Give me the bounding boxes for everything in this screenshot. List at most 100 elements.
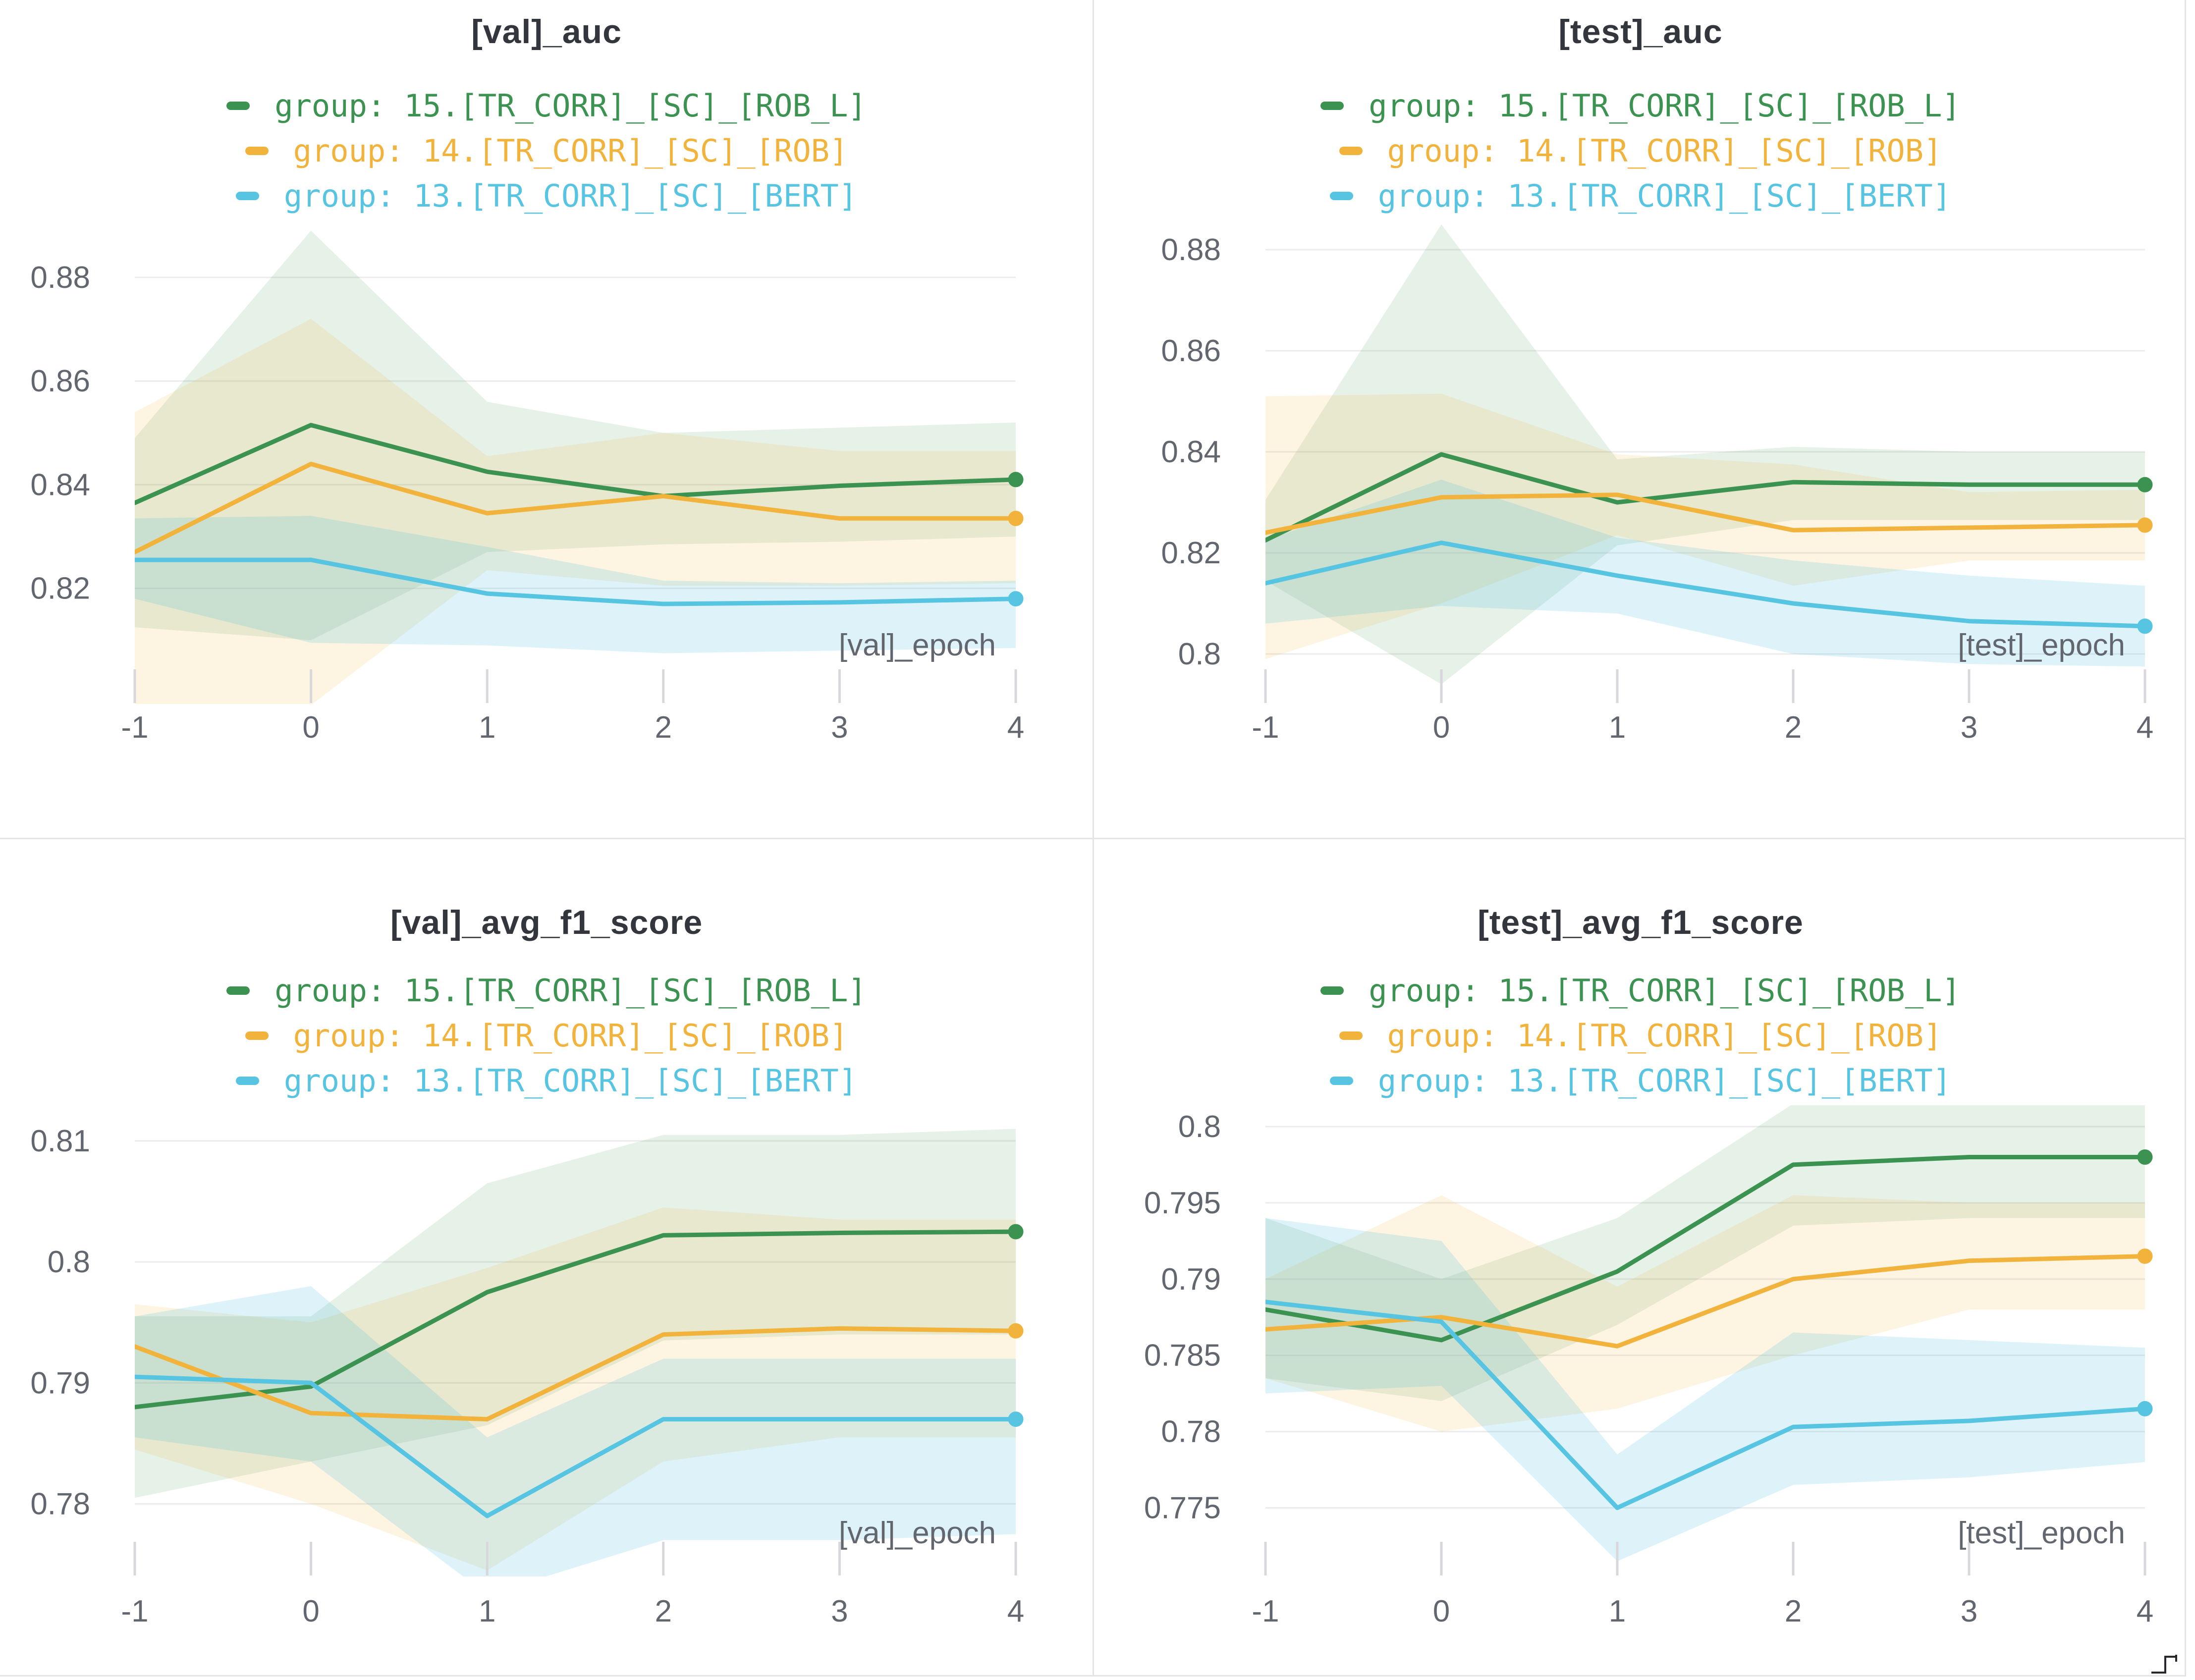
y-axis-labels: 0.88 0.86 0.84 0.82 0.8: [1161, 233, 1221, 671]
series-line-0: [135, 1229, 1016, 1409]
panel-grid-bottom-edge: [0, 1675, 2186, 1677]
svg-text:2: 2: [655, 710, 672, 745]
svg-text:3: 3: [1961, 1594, 1977, 1628]
series-endpoint-2: [1008, 591, 1024, 607]
panel-test-avg-f1-score: [test]_avg_f1_score group: 15.[TR_CORR]_…: [1094, 839, 2187, 1678]
legend-swatch-icon: [1329, 192, 1353, 200]
series-line-2: [1265, 541, 2145, 629]
confidence-bands: [1265, 224, 2145, 685]
legend-item-label: group: 15.[TR_CORR]_[SC]_[ROB_L]: [1369, 973, 1961, 1009]
svg-text:4: 4: [2137, 1594, 2153, 1628]
legend-item-label: group: 15.[TR_CORR]_[SC]_[ROB_L]: [1369, 88, 1961, 124]
series-endpoint-2: [1008, 1411, 1024, 1427]
val-avg-f1-score-plot[interactable]: 0.81 0.8 0.79 0.78 -1 0 1 2 3 4 [val]_epoch: [0, 1103, 1093, 1667]
legend-item-rob-l[interactable]: group: 15.[TR_CORR]_[SC]_[ROB_L]: [1320, 968, 1961, 1013]
series-endpoint-1: [2137, 517, 2153, 533]
series-lines: [135, 423, 1016, 606]
confidence-bands: [135, 230, 1016, 704]
series-line-0: [1265, 1155, 2145, 1343]
svg-text:3: 3: [831, 1594, 848, 1628]
svg-text:4: 4: [1007, 710, 1024, 745]
legend-item-label: group: 14.[TR_CORR]_[SC]_[ROB]: [1387, 133, 1942, 169]
svg-text:0.86: 0.86: [30, 364, 90, 398]
gridlines: [1265, 249, 2145, 655]
series-endpoint-1: [2137, 1248, 2153, 1264]
confidence-band-1: [135, 319, 1016, 704]
x-axis-title: [val]_epoch: [839, 1516, 996, 1550]
chart-title: [test]_avg_f1_score: [1478, 904, 1804, 941]
legend-item-rob[interactable]: group: 14.[TR_CORR]_[SC]_[ROB]: [245, 1013, 848, 1058]
series-line-2: [135, 557, 1016, 606]
svg-text:0.78: 0.78: [30, 1487, 90, 1521]
svg-text:1: 1: [1609, 710, 1626, 745]
legend-item-bert[interactable]: group: 13.[TR_CORR]_[SC]_[BERT]: [1329, 173, 1951, 218]
series-lines: [1265, 1155, 2145, 1510]
svg-text:0.79: 0.79: [30, 1366, 90, 1400]
x-axis-labels: -1 0 1 2 3 4: [1252, 1594, 2153, 1628]
legend-swatch-icon: [226, 102, 250, 110]
confidence-band-2: [1265, 1218, 2145, 1562]
y-axis-labels: 0.8 0.795 0.79 0.785 0.78 0.775: [1144, 1110, 1221, 1525]
confidence-band-1: [1265, 393, 2145, 659]
legend-item-rob-l[interactable]: group: 15.[TR_CORR]_[SC]_[ROB_L]: [226, 968, 867, 1013]
test-avg-f1-score-plot[interactable]: 0.8 0.795 0.79 0.785 0.78 0.775 -1 0 1 2 3 4 [test]_…: [1094, 1103, 2187, 1667]
svg-text:3: 3: [831, 710, 848, 745]
svg-text:3: 3: [1961, 710, 1977, 745]
svg-text:0.88: 0.88: [1161, 233, 1221, 267]
legend-item-bert[interactable]: group: 13.[TR_CORR]_[SC]_[BERT]: [235, 173, 857, 218]
legend-swatch-icon: [1320, 986, 1344, 995]
svg-text:0.84: 0.84: [1161, 435, 1221, 469]
svg-text:0.775: 0.775: [1144, 1491, 1221, 1525]
svg-text:0.81: 0.81: [30, 1124, 90, 1158]
svg-text:0.78: 0.78: [1161, 1415, 1221, 1449]
legend: group: 15.[TR_CORR]_[SC]_[ROB_L] group: 1…: [1094, 83, 2187, 218]
series-line-1: [1265, 492, 2145, 535]
legend-item-rob[interactable]: group: 14.[TR_CORR]_[SC]_[ROB]: [1339, 128, 1942, 173]
confidence-band-0: [135, 230, 1016, 641]
svg-text:1: 1: [479, 710, 495, 745]
x-axis-title: [test]_epoch: [1958, 1516, 2125, 1550]
svg-text:-1: -1: [121, 1594, 148, 1628]
svg-text:2: 2: [1785, 1594, 1802, 1628]
test-auc-plot[interactable]: 0.88 0.86 0.84 0.82 0.8 -1 0 1 2 3 4 [test]_epoch: [1094, 218, 2187, 834]
x-axis-ticks: [133, 1542, 1017, 1575]
confidence-band-2: [1265, 480, 2145, 667]
legend-item-bert[interactable]: group: 13.[TR_CORR]_[SC]_[BERT]: [1329, 1058, 1951, 1103]
legend: group: 15.[TR_CORR]_[SC]_[ROB_L] group: 1…: [1094, 968, 2187, 1103]
svg-text:0.79: 0.79: [1161, 1262, 1221, 1297]
legend-item-label: group: 15.[TR_CORR]_[SC]_[ROB_L]: [274, 973, 867, 1009]
chart-title: [val]_avg_f1_score: [390, 904, 703, 941]
legend-item-label: group: 13.[TR_CORR]_[SC]_[BERT]: [283, 1063, 858, 1099]
confidence-band-0: [1265, 1105, 2145, 1401]
legend-item-bert[interactable]: group: 13.[TR_CORR]_[SC]_[BERT]: [235, 1058, 858, 1103]
series-endpoint-1: [1008, 510, 1024, 526]
val-auc-plot[interactable]: 0.88 0.86 0.84 0.82 -1 0 1 2 3 4 [val]_epoch: [0, 218, 1093, 834]
legend-swatch-icon: [1339, 147, 1363, 155]
legend-item-label: group: 15.[TR_CORR]_[SC]_[ROB_L]: [274, 88, 867, 124]
confidence-band-2: [135, 516, 1016, 653]
svg-text:2: 2: [1785, 710, 1802, 745]
series-endpoint-0: [1008, 1224, 1024, 1240]
series-endpoint-0: [2137, 477, 2153, 492]
svg-text:4: 4: [2137, 710, 2153, 745]
series-line-1: [135, 1326, 1016, 1422]
legend: group: 15.[TR_CORR]_[SC]_[ROB_L] group: 1…: [0, 83, 1093, 218]
legend-swatch-icon: [1329, 1077, 1353, 1085]
series-lines: [135, 1229, 1016, 1518]
legend-swatch-icon: [245, 147, 269, 155]
svg-text:0.795: 0.795: [1144, 1186, 1221, 1220]
svg-text:0: 0: [1433, 1594, 1450, 1628]
series-endpoints: [1008, 1224, 1024, 1427]
confidence-band-0: [1265, 224, 2145, 685]
svg-text:0.8: 0.8: [1178, 1110, 1221, 1144]
legend-item-rob[interactable]: group: 14.[TR_CORR]_[SC]_[ROB]: [1339, 1013, 1942, 1058]
legend-item-rob[interactable]: group: 14.[TR_CORR]_[SC]_[ROB]: [245, 128, 848, 173]
series-line-1: [135, 462, 1016, 554]
svg-text:0.785: 0.785: [1144, 1339, 1221, 1373]
legend-item-rob-l[interactable]: group: 15.[TR_CORR]_[SC]_[ROB_L]: [1320, 83, 1961, 128]
legend-item-rob-l[interactable]: group: 15.[TR_CORR]_[SC]_[ROB_L]: [226, 83, 867, 128]
panel-val-avg-f1-score: [val]_avg_f1_score group: 15.[TR_CORR]_[…: [0, 839, 1093, 1678]
legend-swatch-icon: [1320, 102, 1344, 110]
svg-text:4: 4: [1007, 1594, 1024, 1628]
